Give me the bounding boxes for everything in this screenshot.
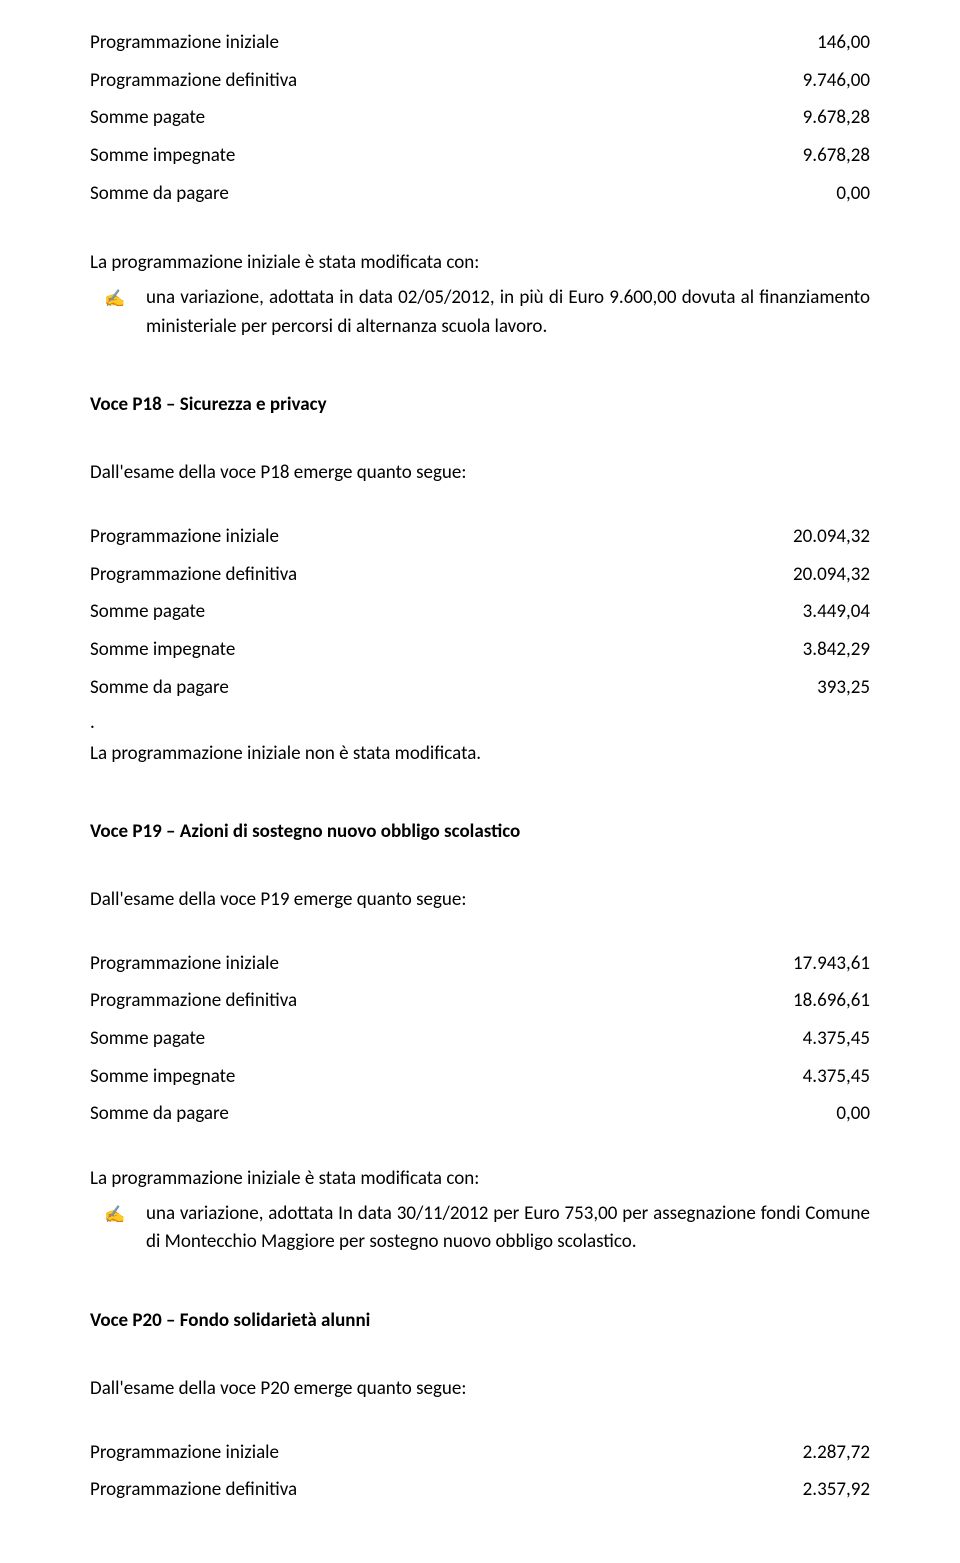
row-value: 0,00 [836,181,870,207]
row-value: 0,00 [836,1101,870,1127]
row-value: 20.094,32 [793,562,870,588]
intro-text: La programmazione iniziale è stata modif… [90,1167,870,1190]
row-label: Somme impegnate [90,637,803,663]
row-label: Programmazione definitiva [90,68,803,94]
table-row: Programmazione iniziale 146,00 [90,30,870,56]
table-row: Programmazione definitiva 9.746,00 [90,68,870,94]
row-label: Somme da pagare [90,675,817,701]
bullet-icon: ✍ [90,1200,146,1257]
table-row: Programmazione definitiva 20.094,32 [90,562,870,588]
table-row: Somme da pagare 393,25 [90,675,870,701]
subheading-p19: Dall'esame della voce P19 emerge quanto … [90,888,870,911]
table-row: Somme pagate 3.449,04 [90,599,870,625]
table-row: Somme impegnate 4.375,45 [90,1064,870,1090]
heading-p19: Voce P19 – Azioni di sostegno nuovo obbl… [90,820,870,843]
row-label: Programmazione iniziale [90,1440,803,1466]
row-value: 17.943,61 [793,951,870,977]
bullet-item: ✍ una variazione, adottata In data 30/11… [90,1200,870,1257]
table-row: Programmazione iniziale 20.094,32 [90,524,870,550]
row-value: 2.287,72 [803,1440,870,1466]
row-value: 146,00 [817,30,870,56]
bullet-item: ✍ una variazione, adottata in data 02/05… [90,284,870,341]
bullet-text: una variazione, adottata in data 02/05/2… [146,284,870,341]
subheading-p20: Dall'esame della voce P20 emerge quanto … [90,1377,870,1400]
table-row: Somme da pagare 0,00 [90,181,870,207]
row-value: 393,25 [817,675,870,701]
table-row: Somme pagate 9.678,28 [90,105,870,131]
intro-text: La programmazione iniziale è stata modif… [90,251,870,274]
subheading-p18: Dall'esame della voce P18 emerge quanto … [90,461,870,484]
row-value: 2.357,92 [803,1477,870,1503]
page-content: Programmazione iniziale 146,00 Programma… [0,0,960,1563]
row-label: Programmazione definitiva [90,562,793,588]
row-label: Programmazione iniziale [90,951,793,977]
row-label: Somme pagate [90,599,803,625]
heading-p18: Voce P18 – Sicurezza e privacy [90,393,870,416]
table-row: Programmazione definitiva 18.696,61 [90,988,870,1014]
table-row: Programmazione iniziale 17.943,61 [90,951,870,977]
table-row: Programmazione definitiva 2.357,92 [90,1477,870,1503]
row-value: 3.842,29 [803,637,870,663]
row-label: Somme impegnate [90,1064,803,1090]
row-value: 9.678,28 [803,105,870,131]
row-label: Somme pagate [90,1026,803,1052]
row-label: Programmazione definitiva [90,988,793,1014]
heading-p20: Voce P20 – Fondo solidarietà alunni [90,1309,870,1332]
row-label: Programmazione definitiva [90,1477,803,1503]
row-label: Somme impegnate [90,143,803,169]
row-label: Programmazione iniziale [90,30,817,56]
dot-line: . [90,710,870,737]
note-text: La programmazione iniziale non è stata m… [90,741,870,768]
row-label: Somme da pagare [90,1101,836,1127]
table-row: Somme da pagare 0,00 [90,1101,870,1127]
row-value: 4.375,45 [803,1026,870,1052]
table-row: Somme pagate 4.375,45 [90,1026,870,1052]
row-value: 9.746,00 [803,68,870,94]
table-row: Somme impegnate 3.842,29 [90,637,870,663]
row-value: 18.696,61 [793,988,870,1014]
row-value: 9.678,28 [803,143,870,169]
row-label: Somme da pagare [90,181,836,207]
row-value: 4.375,45 [803,1064,870,1090]
row-label: Programmazione iniziale [90,524,793,550]
row-value: 20.094,32 [793,524,870,550]
bullet-text: una variazione, adottata In data 30/11/2… [146,1200,870,1257]
table-row: Somme impegnate 9.678,28 [90,143,870,169]
table-row: Programmazione iniziale 2.287,72 [90,1440,870,1466]
row-label: Somme pagate [90,105,803,131]
row-value: 3.449,04 [803,599,870,625]
bullet-icon: ✍ [90,284,146,341]
